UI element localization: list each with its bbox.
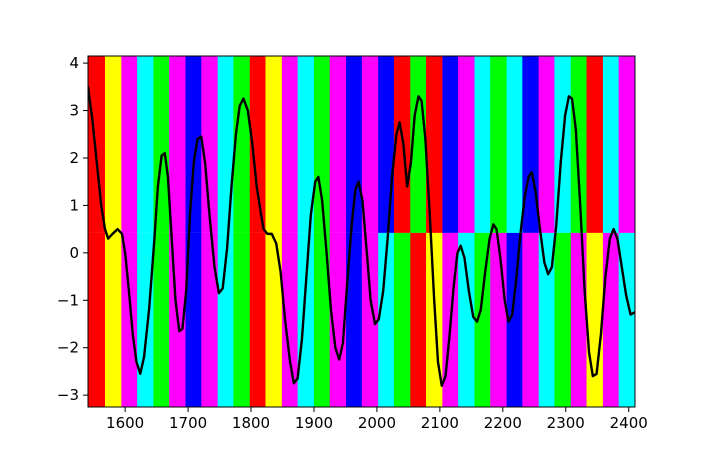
band-lower-r	[88, 232, 106, 407]
band-lower-y	[104, 232, 122, 407]
band-upper-b	[378, 56, 395, 233]
band-lower-g	[554, 232, 572, 407]
band-lower-b	[346, 232, 363, 407]
band-lower-m	[570, 232, 588, 407]
x-tick-label: 2300	[547, 414, 585, 432]
x-tick-label: 2200	[484, 414, 522, 432]
band-lower-g	[313, 232, 331, 407]
band-lower-b	[185, 232, 202, 407]
band-upper-b	[346, 56, 363, 233]
x-tick-label: 1800	[232, 414, 270, 432]
band-upper-r	[586, 56, 604, 233]
band-upper-m	[281, 56, 299, 233]
band-lower-m	[602, 232, 620, 407]
band-upper-c	[297, 56, 315, 233]
x-tick-label: 2100	[421, 414, 459, 432]
band-upper-r	[88, 56, 106, 233]
band-lower-m	[329, 232, 347, 407]
y-tick-label: −1	[57, 291, 79, 309]
band-lower-m	[281, 232, 299, 407]
series-layer	[88, 85, 635, 387]
band-lower-c	[458, 232, 476, 407]
band-upper-r	[249, 56, 267, 233]
band-lower-m	[522, 232, 540, 407]
x-tick-label: 1900	[295, 414, 333, 432]
band-lower-g	[153, 232, 170, 407]
x-axis: 1600 1700 1800 1900 2000 2100 2200 2300 2400	[106, 407, 648, 432]
band-upper-m	[121, 56, 138, 233]
band-upper-g	[313, 56, 331, 233]
band-lower-g	[474, 232, 491, 407]
band-upper-g	[233, 56, 251, 233]
band-upper-y	[104, 56, 122, 233]
band-upper-c	[137, 56, 155, 233]
y-tick-label: 1	[69, 196, 79, 214]
band-lower-c	[217, 232, 235, 407]
band-upper-g	[410, 56, 427, 233]
x-tick-label: 2000	[358, 414, 396, 432]
y-axis: −3 −2 −1 0 1 2 3 4	[57, 54, 88, 404]
band-lower-c	[297, 232, 315, 407]
band-lower-g	[233, 232, 251, 407]
band-lower-m	[490, 232, 508, 407]
y-tick-label: 0	[69, 244, 79, 262]
band-upper-b	[185, 56, 202, 233]
y-tick-label: 4	[69, 54, 79, 72]
band-upper-b	[442, 56, 459, 233]
band-lower-m	[121, 232, 138, 407]
x-tick-label: 1600	[106, 414, 144, 432]
band-upper-m	[458, 56, 476, 233]
plot-frame	[87, 55, 636, 408]
band-upper-g	[490, 56, 508, 233]
band-upper-g	[570, 56, 588, 233]
band-upper-m	[329, 56, 347, 233]
band-upper-r	[426, 56, 443, 233]
y-tick-label: −3	[57, 386, 79, 404]
band-lower-c	[378, 232, 395, 407]
band-upper-m	[538, 56, 556, 233]
band-upper-c	[602, 56, 620, 233]
band-lower-g	[393, 232, 411, 407]
band-upper-y	[265, 56, 283, 233]
color-bands	[88, 56, 635, 407]
band-upper-m	[169, 56, 187, 233]
band-upper-c	[474, 56, 491, 233]
band-upper-m	[618, 56, 635, 233]
band-upper-c	[506, 56, 523, 233]
band-lower-r	[249, 232, 267, 407]
x-tick-label: 2400	[610, 414, 648, 432]
y-tick-label: 2	[69, 149, 79, 167]
band-lower-y	[265, 232, 283, 407]
band-lower-c	[137, 232, 155, 407]
y-tick-label: −2	[57, 339, 79, 357]
band-lower-b	[506, 232, 523, 407]
band-lower-c	[538, 232, 556, 407]
band-lower-m	[201, 232, 219, 407]
x-tick-label: 1700	[169, 414, 207, 432]
y-tick-label: 3	[69, 102, 79, 120]
band-lower-m	[361, 232, 379, 407]
series-line	[88, 85, 635, 387]
band-lower-r	[410, 232, 427, 407]
band-upper-c	[217, 56, 235, 233]
band-upper-m	[361, 56, 379, 233]
band-upper-m	[201, 56, 219, 233]
